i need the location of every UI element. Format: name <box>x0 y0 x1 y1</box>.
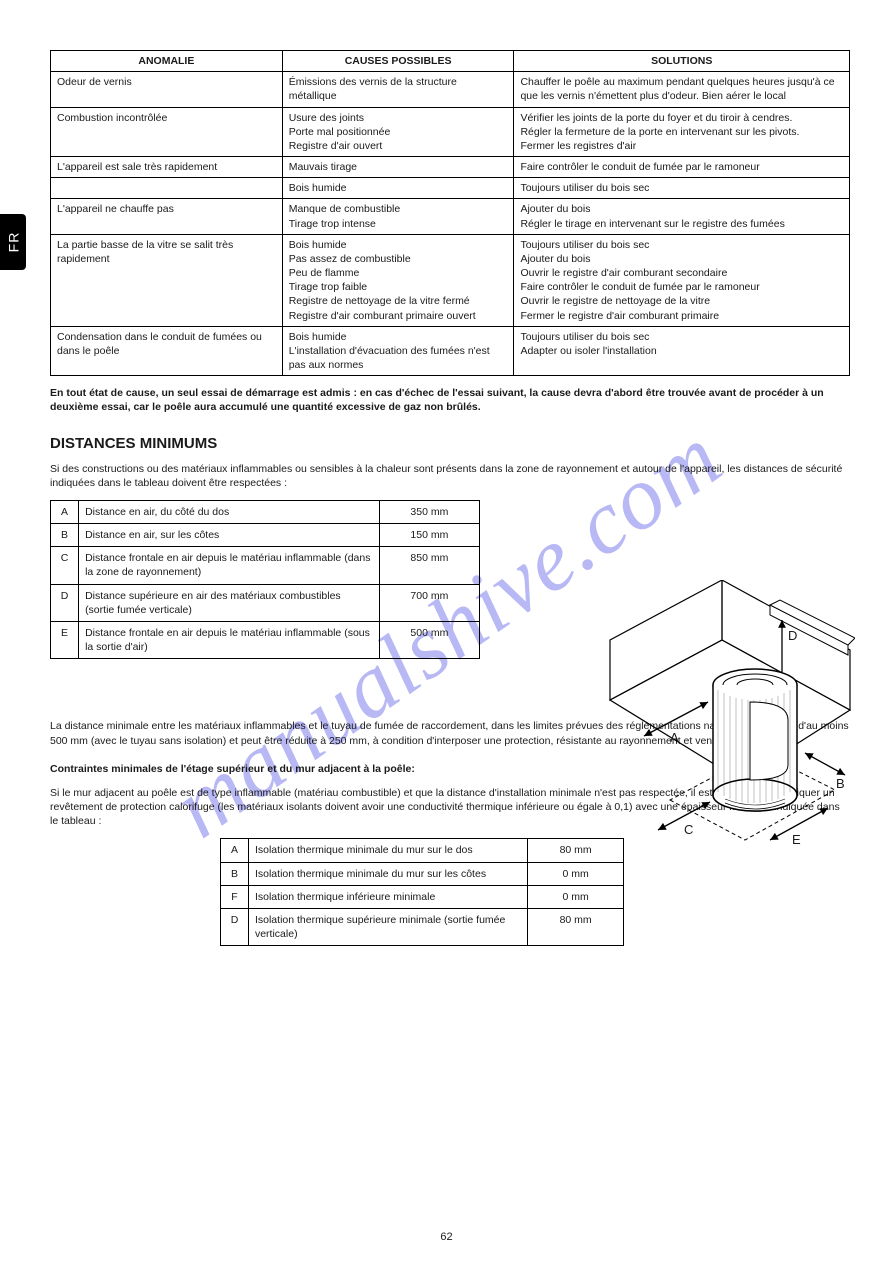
cell: F <box>221 885 249 908</box>
cell: Distance supérieure en air des matériaux… <box>79 584 380 621</box>
cell: Distance en air, du côté du dos <box>79 500 380 523</box>
table-row: DIsolation thermique supérieure minimale… <box>221 908 624 945</box>
cell: Bois humidePas assez de combustiblePeu d… <box>282 234 514 326</box>
cell: A <box>51 500 79 523</box>
cell: Odeur de vernis <box>51 72 283 107</box>
diagram-svg <box>600 580 855 880</box>
cell: Distance en air, sur les côtes <box>79 524 380 547</box>
table-row: Condensation dans le conduit de fumées o… <box>51 326 850 376</box>
cell: Toujours utiliser du bois sec <box>514 178 850 199</box>
cell: 80 mm <box>528 908 624 945</box>
table-row: EDistance frontale en air depuis le maté… <box>51 621 480 658</box>
cell: 850 mm <box>379 547 479 584</box>
cell: Émissions des vernis de la structure mét… <box>282 72 514 107</box>
distances-table: ADistance en air, du côté du dos350 mm B… <box>50 500 480 659</box>
table-row: L'appareil est sale très rapidementMauva… <box>51 157 850 178</box>
cell <box>51 178 283 199</box>
language-tab: FR <box>0 214 26 270</box>
table-row: ADistance en air, du côté du dos350 mm <box>51 500 480 523</box>
cell: Usure des jointsPorte mal positionnéeReg… <box>282 107 514 157</box>
cell: A <box>221 839 249 862</box>
cell: Condensation dans le conduit de fumées o… <box>51 326 283 376</box>
cell: D <box>51 584 79 621</box>
cell: Bois humide <box>282 178 514 199</box>
cell: Manque de combustibleTirage trop intense <box>282 199 514 234</box>
diagram-label-a: A <box>670 730 679 745</box>
cell: Combustion incontrôlée <box>51 107 283 157</box>
cell: 0 mm <box>528 885 624 908</box>
table-row: La partie basse de la vitre se salit trè… <box>51 234 850 326</box>
cell: Isolation thermique supérieure minimale … <box>248 908 527 945</box>
column-header: SOLUTIONS <box>514 51 850 72</box>
cell: B <box>221 862 249 885</box>
cell: Isolation thermique inférieure minimale <box>248 885 527 908</box>
language-tab-label: FR <box>5 232 21 253</box>
cell: Mauvais tirage <box>282 157 514 178</box>
cell: 150 mm <box>379 524 479 547</box>
cell: Chauffer le poêle au maximum pendant que… <box>514 72 850 107</box>
cell: D <box>221 908 249 945</box>
warning-paragraph: En tout état de cause, un seul essai de … <box>50 386 850 414</box>
cell: L'appareil ne chauffe pas <box>51 199 283 234</box>
page-number: 62 <box>440 1231 452 1243</box>
cell: 500 mm <box>379 621 479 658</box>
column-header: ANOMALIE <box>51 51 283 72</box>
clearance-diagram: D A B C E <box>600 580 855 880</box>
cell: Faire contrôler le conduit de fumée par … <box>514 157 850 178</box>
diagram-label-c: C <box>684 822 693 837</box>
table-row: FIsolation thermique inférieure minimale… <box>221 885 624 908</box>
cell: Bois humideL'installation d'évacuation d… <box>282 326 514 376</box>
troubleshooting-table: ANOMALIE CAUSES POSSIBLES SOLUTIONS Odeu… <box>50 50 850 376</box>
paragraph: Si des constructions ou des matériaux in… <box>50 462 850 490</box>
cell: C <box>51 547 79 584</box>
cell: 350 mm <box>379 500 479 523</box>
diagram-label-b: B <box>836 776 845 791</box>
table-row: Bois humideToujours utiliser du bois sec <box>51 178 850 199</box>
cell: E <box>51 621 79 658</box>
cell: La partie basse de la vitre se salit trè… <box>51 234 283 326</box>
cell: Distance frontale en air depuis le matér… <box>79 621 380 658</box>
diagram-label-d: D <box>788 628 797 643</box>
insulation-table: AIsolation thermique minimale du mur sur… <box>220 838 624 946</box>
table-row: AIsolation thermique minimale du mur sur… <box>221 839 624 862</box>
table-row: CDistance frontale en air depuis le maté… <box>51 547 480 584</box>
table-row: Combustion incontrôléeUsure des jointsPo… <box>51 107 850 157</box>
table-row: L'appareil ne chauffe pasManque de combu… <box>51 199 850 234</box>
column-header: CAUSES POSSIBLES <box>282 51 514 72</box>
cell: B <box>51 524 79 547</box>
cell: Isolation thermique minimale du mur sur … <box>248 862 527 885</box>
table-row: DDistance supérieure en air des matériau… <box>51 584 480 621</box>
cell: L'appareil est sale très rapidement <box>51 157 283 178</box>
cell: Ajouter du boisRégler le tirage en inter… <box>514 199 850 234</box>
cell: Distance frontale en air depuis le matér… <box>79 547 380 584</box>
cell: Isolation thermique minimale du mur sur … <box>248 839 527 862</box>
table-row: BDistance en air, sur les côtes150 mm <box>51 524 480 547</box>
diagram-label-e: E <box>792 832 801 847</box>
table-row: Odeur de vernisÉmissions des vernis de l… <box>51 72 850 107</box>
cell: Toujours utiliser du bois secAjouter du … <box>514 234 850 326</box>
cell: 700 mm <box>379 584 479 621</box>
cell: Toujours utiliser du bois secAdapter ou … <box>514 326 850 376</box>
cell: Vérifier les joints de la porte du foyer… <box>514 107 850 157</box>
table-row: ANOMALIE CAUSES POSSIBLES SOLUTIONS <box>51 51 850 72</box>
section-heading: DISTANCES MINIMUMS <box>50 435 850 452</box>
table-row: BIsolation thermique minimale du mur sur… <box>221 862 624 885</box>
